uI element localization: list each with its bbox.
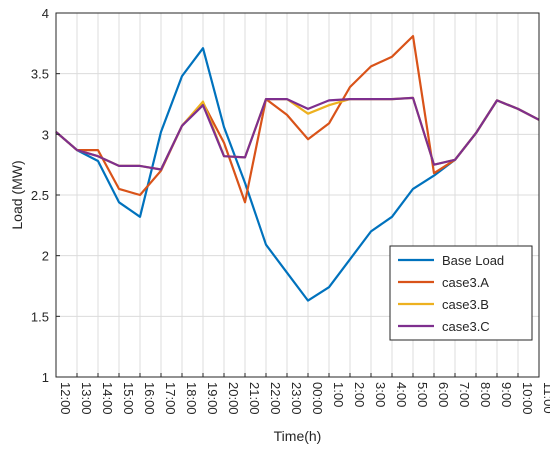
legend-entry-label: case3.C (442, 319, 490, 334)
x-tick-label: 14:00 (100, 382, 115, 415)
y-tick-label: 2 (42, 249, 49, 264)
x-tick-label: 17:00 (163, 382, 178, 415)
legend-box (389, 245, 533, 341)
x-tick-label: 11:00 (541, 382, 550, 414)
x-tick-label: 10:00 (520, 382, 535, 415)
x-tick-label: 2:00 (352, 382, 367, 407)
y-axis-ticks: 1 1.5 2 2.5 3 3.5 4 (31, 6, 60, 385)
x-tick-label: 3:00 (373, 382, 388, 407)
series-line-case3-a (55, 34, 540, 204)
x-tick-label: 4:00 (394, 382, 409, 407)
y-axis-label: Load (MW) (9, 160, 25, 229)
series-lines (55, 34, 540, 302)
series-line-case3-b (55, 96, 540, 171)
legend-entry-label: Base Load (442, 253, 504, 268)
x-tick-label: 6:00 (436, 382, 451, 407)
legend-entry-label: case3.B (442, 297, 489, 312)
x-tick-label: 18:00 (184, 382, 199, 415)
x-axis-label: Time(h) (274, 428, 322, 444)
x-tick-label: 16:00 (142, 382, 157, 415)
x-tick-label: 19:00 (205, 382, 220, 415)
x-tick-label: 13:00 (79, 382, 94, 415)
series-line-case3-c (55, 96, 540, 171)
x-tick-label: 1:00 (331, 382, 346, 407)
y-tick-label: 3.5 (31, 67, 49, 82)
x-tick-label: 7:00 (457, 382, 472, 407)
x-tick-label: 5:00 (415, 382, 430, 407)
legend-entry-label: case3.A (442, 275, 489, 290)
x-tick-label: 15:00 (121, 382, 136, 415)
x-tick-label: 12:00 (58, 382, 73, 415)
x-tick-label: 22:00 (268, 382, 283, 415)
y-tick-label: 3 (42, 127, 49, 142)
x-tick-label: 21:00 (247, 382, 262, 415)
x-tick-label: 00:00 (310, 382, 325, 415)
y-tick-label: 1.5 (31, 309, 49, 324)
y-tick-label: 4 (42, 6, 49, 21)
x-tick-label: 8:00 (478, 382, 493, 407)
x-tick-label: 9:00 (499, 382, 514, 407)
legend: Base Load case3.A case3.B case3.C (389, 245, 533, 341)
x-axis-ticks: 12:00 13:00 14:00 15:00 16:00 17:00 18:00 19:00… (55, 373, 550, 415)
y-tick-label: 2.5 (31, 188, 49, 203)
y-tick-label: 1 (42, 370, 49, 385)
x-tick-label: 23:00 (289, 382, 304, 415)
x-tick-label: 20:00 (226, 382, 241, 415)
